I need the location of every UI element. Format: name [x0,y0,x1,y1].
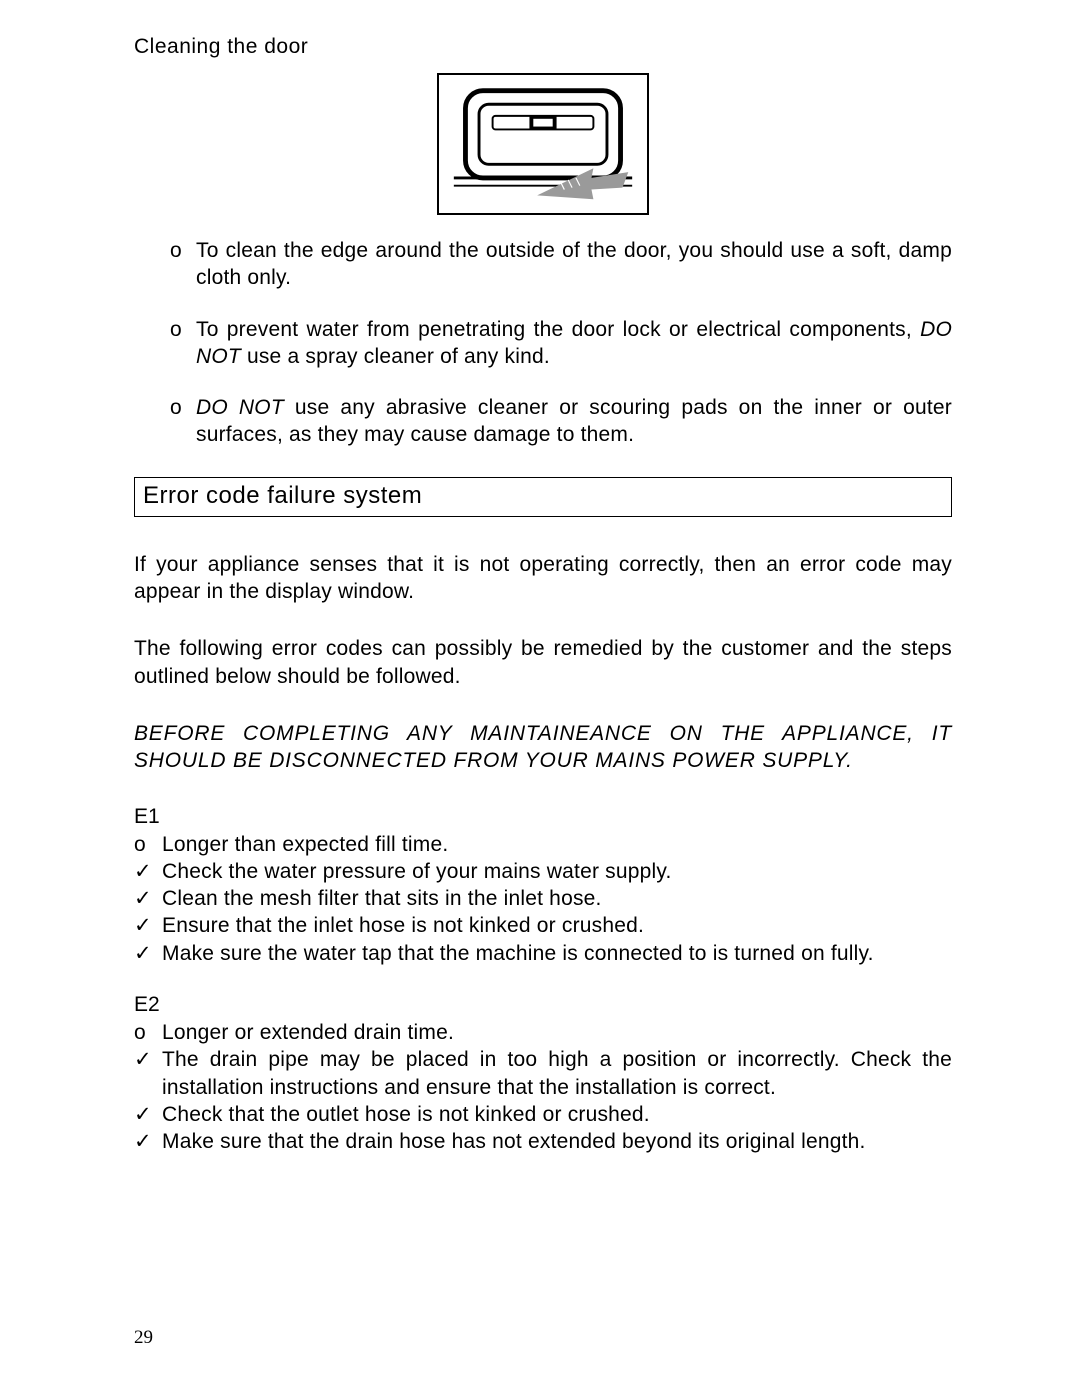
list-item-text: Make sure the water tap that the machine… [162,942,874,965]
list-item-text: Check that the outlet hose is not kinked… [162,1103,650,1126]
list-item: The drain pipe may be placed in too high… [134,1046,952,1101]
list-item-text: To clean the edge around the outside of … [196,239,952,289]
list-item: Check the water pressure of your mains w… [134,858,952,885]
list-item-text: To prevent water from penetrating the do… [196,318,920,341]
list-item-text-post: use any abrasive cleaner or scouring pad… [196,396,952,446]
list-item-text: Longer or extended drain time. [162,1021,454,1044]
list-item: To clean the edge around the outside of … [134,237,952,292]
intro-paragraph-2: The following error codes can possibly b… [134,635,952,690]
intro-paragraph-1: If your appliance senses that it is not … [134,551,952,606]
error-code-list: Longer than expected fill time. Check th… [134,831,952,967]
error-code-block: E2 Longer or extended drain time. The dr… [134,993,952,1155]
list-item: Ensure that the inlet hose is not kinked… [134,912,952,939]
list-item-text: Ensure that the inlet hose is not kinked… [162,914,644,937]
section-title: Cleaning the door [134,35,952,59]
list-item-text: Check the water pressure of your mains w… [162,860,672,883]
list-item: DO NOT use any abrasive cleaner or scour… [134,394,952,449]
door-cleaning-list: To clean the edge around the outside of … [134,237,952,449]
door-diagram-icon [445,81,641,207]
list-item: Longer or extended drain time. [134,1019,952,1046]
maintenance-warning: BEFORE COMPLETING ANY MAINTAINEANCE ON T… [134,720,952,775]
list-item: Make sure the water tap that the machine… [134,940,952,967]
error-section-heading: Error code failure system [134,477,952,517]
document-page: Cleaning the door [0,0,1080,1397]
list-item-text: Clean the mesh filter that sits in the i… [162,887,602,910]
door-figure-frame [437,73,649,215]
list-item: Check that the outlet hose is not kinked… [134,1101,952,1128]
list-item-italic: DO NOT [196,396,284,419]
list-item: To prevent water from penetrating the do… [134,316,952,371]
list-item: Longer than expected fill time. [134,831,952,858]
error-code-label: E1 [134,805,952,829]
error-code-label: E2 [134,993,952,1017]
list-item-text-post: use a spray cleaner of any kind. [241,345,550,368]
list-item-text: Longer than expected fill time. [162,833,448,856]
error-code-block: E1 Longer than expected fill time. Check… [134,805,952,967]
figure-container [134,73,952,215]
list-item-text: The drain pipe may be placed in too high… [162,1048,952,1098]
list-item: Clean the mesh filter that sits in the i… [134,885,952,912]
list-item-text: Make sure that the drain hose has not ex… [162,1130,866,1153]
error-code-list: Longer or extended drain time. The drain… [134,1019,952,1155]
list-item: Make sure that the drain hose has not ex… [134,1128,952,1155]
page-number: 29 [134,1327,153,1349]
